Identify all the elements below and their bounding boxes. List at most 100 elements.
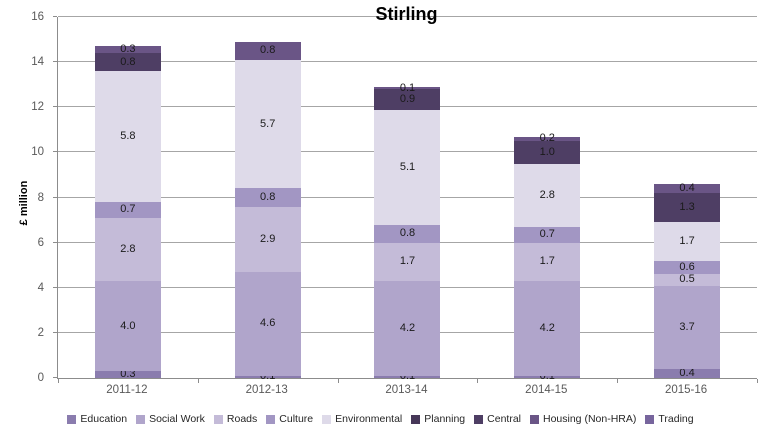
legend-item-planning: Planning (411, 413, 465, 425)
legend-item-education: Education (67, 413, 127, 425)
x-tick-label: 2015-16 (664, 384, 708, 396)
bar-segment-education: 0.1 (234, 371, 301, 382)
stacked-bar: 0.1 4.2 1.7 0.7 2.8 1.0 0.2 (514, 17, 581, 382)
segment-value-label: 4.0 (120, 319, 136, 332)
y-tick-mark (53, 241, 57, 243)
bar-segment-culture: 0.7 (514, 226, 581, 243)
y-tick-mark (53, 151, 57, 153)
bar-group-2012-13: 0.1 4.6 2.9 0.8 5.7 0.8 (198, 17, 338, 382)
bar-segment-housing-non-hra: 0.3 (94, 43, 161, 56)
bar-segment-housing-non-hra: 0.2 (514, 133, 581, 144)
legend-label: Central (487, 413, 521, 425)
segment-value-label: 0.4 (679, 182, 695, 194)
segment-value-label: 0.6 (679, 260, 695, 273)
bar-segment-central: 1.0 (514, 141, 581, 164)
y-tick-label: 12 (31, 101, 44, 114)
segment-value-label: 1.7 (679, 235, 695, 248)
y-tick-label: 10 (31, 146, 44, 159)
y-tick-mark (53, 16, 57, 17)
y-tick-label: 16 (31, 11, 44, 23)
x-tick-label: 2012-13 (245, 384, 288, 396)
x-tick-label: 2011-12 (106, 384, 148, 396)
x-tick-mark (197, 379, 199, 383)
segment-value-label: 0.8 (260, 191, 276, 203)
y-tick-label: 2 (37, 326, 44, 339)
segment-value-label: 0.1 (399, 81, 416, 94)
x-tick-mark (337, 379, 339, 383)
legend-item-environmental: Environmental (322, 413, 402, 425)
stacked-bar: 0.4 3.7 0.5 0.6 1.7 1.3 0.4 (654, 17, 721, 379)
legend-label: Trading (658, 413, 694, 425)
bar-segment-central: 0.9 (374, 89, 441, 110)
x-tick-mark (617, 379, 619, 383)
y-tick-label: 6 (37, 236, 44, 249)
legend-label: Social Work (149, 413, 205, 425)
legend-item-central: Central (474, 413, 521, 425)
bar-segment-roads: 1.7 (514, 242, 581, 281)
gridline (58, 61, 757, 63)
x-tick-label: 2013-14 (385, 384, 428, 396)
bar-segment-roads: 1.7 (374, 242, 441, 281)
bar-segment-central: 1.3 (654, 193, 721, 223)
x-tick-mark (757, 379, 758, 383)
x-tick-mark (477, 379, 479, 383)
segment-value-label: 2.8 (539, 188, 555, 201)
segment-value-label: 0.8 (260, 44, 276, 57)
plot-area: 0.3 4.0 2.8 0.7 5.8 0.8 0.3 0.1 4.6 2.9 0.8 5.7 0.8 0… (53, 16, 758, 383)
legend-swatch-icon (67, 414, 77, 424)
bar-segment-education: 0.4 (654, 368, 721, 379)
bar-group-2015-16: 0.4 3.7 0.5 0.6 1.7 1.3 0.4 (617, 17, 757, 379)
legend-label: Roads (226, 413, 258, 425)
y-tick-mark (53, 331, 57, 333)
bar-segment-education: 0.3 (94, 368, 161, 381)
segment-value-label: 4.2 (539, 321, 555, 334)
bar-segment-education: 0.1 (374, 371, 441, 382)
segment-value-label: 0.3 (120, 43, 136, 56)
y-tick-label: 4 (37, 281, 44, 294)
legend: Education Social Work Roads Culture Environm… (0, 410, 761, 428)
legend-item-roads: Roads (213, 413, 258, 425)
bar-segment-roads: 2.8 (94, 217, 161, 281)
segment-value-label: 1.0 (539, 145, 555, 158)
y-axis: 0 2 4 6 8 10 12 14 16 (0, 11, 50, 384)
legend-swatch-icon (136, 414, 146, 424)
segment-value-label: 5.7 (260, 117, 276, 130)
bar-segment-roads: 2.9 (234, 206, 301, 272)
bar-segment-housing-non-hra: 0.8 (234, 41, 301, 60)
bar-segment-housing-non-hra: 0.4 (654, 182, 721, 194)
bar-segment-culture: 0.8 (234, 188, 301, 207)
segment-value-label: 0.9 (399, 92, 416, 105)
bar-segment-social-work: 4.2 (374, 281, 441, 376)
legend-label: Environmental (335, 413, 403, 425)
segment-value-label: 0.3 (120, 368, 136, 381)
legend-item-housing-non-hra: Housing (Non-HRA) (530, 413, 636, 425)
chart-title: Stirling (375, 4, 438, 24)
bar-segment-culture: 0.8 (374, 224, 441, 243)
bar-segment-social-work: 3.7 (654, 285, 721, 369)
segment-value-label: 0.1 (399, 370, 416, 383)
bar-segment-environmental: 1.7 (654, 222, 721, 261)
segment-value-label: 2.8 (120, 242, 136, 255)
bar-segment-culture: 0.6 (654, 260, 721, 275)
segment-value-label: 0.7 (120, 203, 136, 216)
bar-group-2011-12: 0.3 4.0 2.8 0.7 5.8 0.8 0.3 (58, 17, 198, 381)
bar-segment-social-work: 4.6 (234, 271, 301, 376)
segment-value-label: 3.7 (679, 320, 695, 333)
stacked-bar: 0.1 4.6 2.9 0.8 5.7 0.8 (234, 17, 301, 382)
y-tick-label: 0 (37, 372, 44, 384)
y-tick-mark (53, 377, 57, 378)
bar-segment-roads: 0.5 (654, 274, 721, 286)
legend-label: Housing (Non-HRA) (543, 413, 637, 425)
bar-segment-education: 0.1 (514, 371, 581, 382)
segment-value-label: 0.1 (260, 370, 276, 383)
bar-segment-housing-non-hra: 0.1 (374, 82, 441, 93)
segment-value-label: 5.1 (399, 160, 416, 173)
legend-swatch-icon (474, 414, 484, 424)
legend-swatch-icon (411, 414, 421, 424)
segment-value-label: 1.7 (539, 255, 555, 268)
y-tick-mark (53, 286, 57, 288)
legend-label: Planning (424, 413, 466, 425)
legend-swatch-icon (530, 414, 539, 424)
segment-value-label: 4.2 (399, 321, 416, 334)
